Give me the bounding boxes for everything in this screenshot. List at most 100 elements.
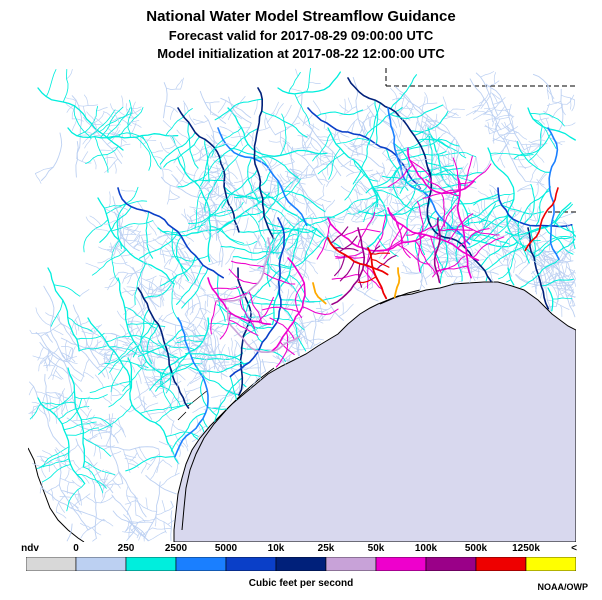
river-segment (65, 340, 68, 360)
river-segment (175, 170, 186, 188)
river-segment (166, 344, 196, 351)
river-segment (317, 178, 330, 183)
river-segment (154, 358, 157, 371)
river-segment (264, 232, 275, 246)
river-segment (513, 261, 516, 274)
river-segment (64, 97, 77, 102)
river-segment (215, 219, 224, 268)
river-segment (352, 145, 359, 157)
river-segment (124, 458, 139, 466)
river-segment (302, 302, 315, 304)
river-segment (134, 296, 161, 345)
river-segment (178, 320, 194, 325)
river-segment (473, 203, 496, 241)
mexico-border (28, 447, 85, 542)
river-segment (142, 135, 152, 145)
river-segment (534, 276, 538, 292)
river-segment (265, 238, 281, 244)
river-segment (87, 317, 132, 389)
river-segment (155, 506, 174, 516)
legend-unit: Cubic feet per second (248, 578, 354, 589)
river-segment (124, 306, 157, 329)
river-segment (123, 449, 131, 473)
river-segment (536, 206, 539, 223)
river-segment (119, 340, 131, 346)
river-segment (179, 261, 196, 264)
river-segment (127, 527, 137, 540)
river-segment (316, 222, 331, 260)
river-segment (538, 254, 550, 271)
river-segment (199, 138, 209, 187)
river-segment (120, 189, 137, 193)
river-segment (555, 222, 571, 226)
river-segment (381, 175, 432, 193)
river-segment (103, 518, 114, 527)
river-segment (65, 354, 76, 363)
river-segment (172, 339, 183, 352)
river-segment (190, 272, 207, 275)
river-segment (315, 153, 325, 162)
river-segment (184, 250, 191, 262)
river-segment (553, 203, 573, 227)
river-segment (312, 282, 327, 305)
river-segment (492, 209, 499, 225)
river-segment (186, 334, 191, 355)
river-segment (433, 124, 437, 141)
river-segment (315, 308, 328, 311)
river-segment (335, 137, 370, 145)
river-segment (141, 462, 148, 474)
river-segment (326, 170, 338, 187)
river-segment (78, 104, 99, 107)
river-segment (177, 120, 189, 125)
river-segment (134, 447, 152, 466)
river-segment (216, 180, 220, 197)
river-segment (175, 442, 181, 458)
river-segment (246, 301, 301, 306)
river-segment (464, 216, 508, 249)
river-segment (73, 460, 81, 471)
river-segment (40, 347, 60, 364)
river-segment (119, 405, 131, 413)
river-segment (357, 102, 375, 113)
river-segment (448, 192, 456, 231)
river-segment (219, 344, 226, 360)
river-segment (439, 259, 459, 263)
river-segment (393, 183, 410, 187)
river-segment (174, 317, 209, 458)
river-segment (396, 115, 401, 128)
river-segment (103, 157, 116, 159)
river-segment (200, 377, 217, 417)
river-segment (339, 106, 357, 116)
river-segment (179, 336, 186, 348)
river-segment (353, 159, 378, 182)
river-segment (374, 214, 387, 252)
river-segment (127, 119, 140, 124)
river-segment (240, 200, 246, 216)
river-segment (368, 102, 381, 145)
river-segment (367, 172, 379, 179)
river-segment (48, 460, 52, 473)
river-segment (391, 234, 401, 243)
river-segment (106, 107, 131, 139)
river-segment (168, 245, 177, 265)
river-segment (133, 230, 141, 242)
river-segment (191, 145, 204, 156)
river-segment (244, 362, 259, 371)
river-segment (35, 391, 60, 399)
river-segment (198, 324, 209, 333)
river-segment (310, 142, 319, 152)
river-segment (346, 171, 362, 177)
river-segment (364, 187, 373, 198)
river-segment (432, 171, 441, 181)
river-segment (572, 280, 576, 286)
river-segment (494, 219, 499, 235)
river-segment (403, 207, 413, 221)
river-segment (285, 338, 298, 355)
river-segment (137, 396, 147, 405)
river-segment (553, 141, 566, 145)
river-segment (217, 355, 229, 372)
river-segment (563, 247, 572, 262)
river-segment (60, 402, 66, 414)
river-segment (494, 190, 502, 206)
river-segment (214, 361, 230, 365)
